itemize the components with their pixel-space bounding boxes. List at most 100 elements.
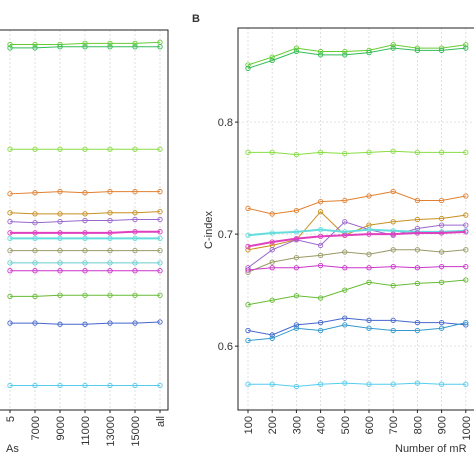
point	[157, 247, 163, 254]
series-line	[247, 44, 466, 66]
point	[57, 44, 63, 50]
point	[7, 293, 13, 299]
point	[7, 191, 13, 197]
series-line	[10, 321, 161, 325]
point	[32, 293, 38, 299]
point	[438, 325, 445, 331]
point	[438, 149, 445, 155]
point	[269, 211, 275, 217]
point	[414, 216, 421, 223]
point	[82, 44, 88, 50]
point	[317, 262, 324, 269]
series-line	[247, 221, 466, 269]
point	[463, 193, 469, 199]
point	[7, 382, 13, 389]
point	[7, 45, 13, 51]
series-line	[247, 47, 466, 69]
point	[317, 52, 324, 58]
point	[132, 146, 138, 152]
point	[245, 243, 251, 250]
point	[463, 149, 469, 155]
point	[438, 319, 445, 326]
point	[342, 48, 348, 55]
point	[32, 146, 38, 152]
point	[269, 149, 275, 155]
point	[82, 190, 88, 196]
point	[390, 327, 396, 334]
series-line	[247, 322, 466, 342]
point	[366, 265, 372, 271]
point	[32, 41, 38, 48]
series-line	[247, 228, 466, 237]
point	[317, 226, 324, 233]
point	[7, 235, 13, 242]
point	[390, 231, 396, 237]
point	[107, 260, 113, 266]
point	[32, 268, 38, 274]
point	[157, 382, 163, 389]
point	[438, 215, 445, 222]
point	[157, 208, 163, 215]
point	[57, 292, 63, 298]
point	[317, 295, 324, 301]
x-tick-label: 7000	[30, 416, 42, 440]
point	[463, 229, 469, 235]
x-tick-label: 5	[5, 416, 17, 422]
point	[82, 230, 88, 236]
point	[414, 230, 421, 236]
point	[57, 146, 63, 152]
point	[107, 292, 113, 298]
point	[293, 265, 300, 271]
point	[463, 381, 469, 387]
point	[342, 315, 348, 321]
point	[414, 149, 421, 155]
point	[366, 193, 372, 199]
point	[366, 325, 372, 331]
series-line	[10, 46, 160, 49]
point	[438, 381, 445, 387]
point	[293, 48, 300, 55]
point	[390, 219, 396, 225]
point	[7, 146, 13, 152]
point	[342, 287, 348, 293]
point	[82, 40, 88, 47]
x-tick-label: 15000	[130, 416, 142, 447]
y-axis-label: C-index	[203, 211, 215, 249]
point	[463, 263, 469, 270]
point	[7, 210, 13, 216]
point	[82, 235, 88, 242]
point	[245, 302, 251, 308]
point	[107, 230, 113, 236]
point	[366, 231, 372, 237]
point	[57, 260, 63, 266]
point	[107, 235, 113, 242]
point	[132, 210, 138, 216]
point	[57, 219, 63, 225]
point	[317, 149, 324, 155]
x-axis-label: Number of mR	[395, 443, 467, 455]
point	[438, 263, 445, 270]
point	[317, 319, 324, 326]
x-tick-label: 9000	[55, 416, 67, 440]
point	[342, 232, 348, 238]
point	[390, 148, 396, 154]
point	[57, 188, 63, 195]
point	[107, 382, 113, 389]
point	[7, 260, 13, 266]
point	[32, 220, 38, 226]
point	[293, 45, 300, 51]
series-line	[248, 382, 466, 387]
point	[132, 268, 138, 274]
point	[82, 268, 88, 274]
y-tick-label: 0.6	[218, 341, 233, 353]
point	[157, 44, 163, 50]
point	[317, 252, 324, 259]
x-tick-label: 11000	[80, 416, 92, 446]
point	[342, 322, 348, 328]
point	[132, 382, 138, 389]
point	[245, 269, 251, 275]
point	[293, 229, 300, 235]
point	[82, 382, 88, 389]
x-tick-label: 800	[412, 416, 424, 434]
